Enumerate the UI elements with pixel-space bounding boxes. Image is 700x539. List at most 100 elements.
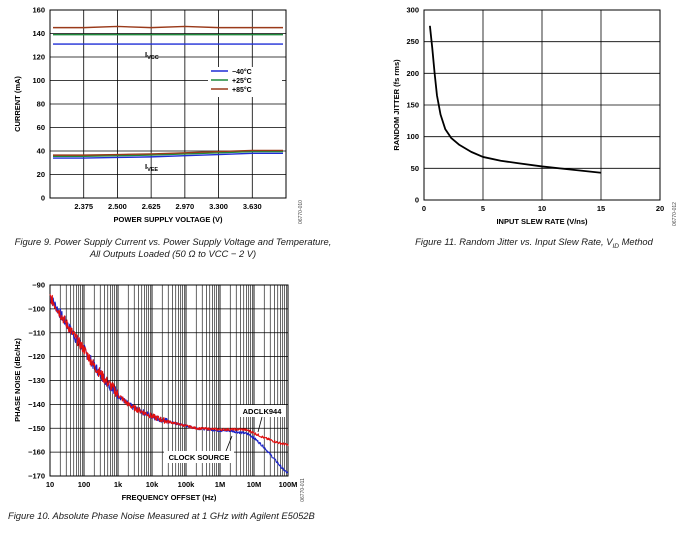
figure-11-caption-main: Figure 11. Random Jitter vs. Input Slew … xyxy=(415,236,613,247)
x-tick-label: 100 xyxy=(78,480,91,489)
x-tick-labels: 0 5 10 15 20 xyxy=(422,204,664,213)
y-tick-label: −120 xyxy=(28,352,45,361)
x-tick-labels: 2.375 2.500 2.625 2.970 3.300 3.630 xyxy=(74,202,261,211)
x-axis-label: POWER SUPPLY VOLTAGE (V) xyxy=(114,215,223,224)
series-line xyxy=(53,25,283,29)
series-line xyxy=(53,152,283,159)
y-tick-label: −170 xyxy=(28,472,45,481)
figure-code: 06770-012 xyxy=(672,202,678,226)
x-tick-label: 2.375 xyxy=(74,202,93,211)
x-tick-label: 3.630 xyxy=(243,202,262,211)
y-tick-label: 100 xyxy=(406,132,419,141)
y-tick-label: 120 xyxy=(32,53,45,62)
x-tick-label: 2.625 xyxy=(142,202,161,211)
figure-9-caption-line-2: All Outputs Loaded (50 Ω to VCC − 2 V) xyxy=(89,248,257,259)
annotation-adclk944-label: ADCLK944 xyxy=(243,407,283,416)
legend: −40°C+25°C+85°C xyxy=(208,67,282,97)
chart-random-jitter: 0 50 100 150 200 250 300 0 5 10 15 20 INPUT SLEW R… xyxy=(392,6,678,227)
legend-label: +85°C xyxy=(232,86,252,94)
y-tick-label: 50 xyxy=(411,164,419,173)
y-tick-label: 0 xyxy=(415,196,419,205)
y-tick-label: 0 xyxy=(41,194,45,203)
series-line xyxy=(53,150,283,157)
x-tick-label: 5 xyxy=(481,204,485,213)
figure-11-caption-tail: Method xyxy=(618,236,653,247)
y-tick-label: 250 xyxy=(406,37,419,46)
x-tick-label: 2.970 xyxy=(175,202,194,211)
x-tick-label: 20 xyxy=(656,204,664,213)
x-tick-label: 1M xyxy=(215,480,225,489)
figure-11-caption-sub: ID xyxy=(612,242,619,250)
x-axis-label: FREQUENCY OFFSET (Hz) xyxy=(122,493,217,502)
legend-label: +25°C xyxy=(232,77,252,85)
x-axis-label: INPUT SLEW RATE (V/ns) xyxy=(496,217,588,226)
y-tick-label: −90 xyxy=(32,281,45,290)
y-tick-label: 140 xyxy=(32,29,45,38)
annotation-adclk944: ADCLK944 xyxy=(238,405,286,433)
y-tick-label: 150 xyxy=(406,101,419,110)
figure-9-caption-line-1: Figure 9. Power Supply Current vs. Power… xyxy=(14,236,332,247)
y-axis-label: PHASE NOISE (dBc/Hz) xyxy=(13,338,22,422)
y-tick-label: −140 xyxy=(28,400,45,409)
series-group xyxy=(49,294,289,474)
y-tick-label: 160 xyxy=(32,6,45,15)
series-line xyxy=(429,25,602,174)
annotation-clock-source: CLOCK SOURCE xyxy=(164,435,234,463)
x-tick-label: 10 xyxy=(46,480,54,489)
annotation-ivcc: IVCC xyxy=(145,50,159,61)
x-tick-label: 0 xyxy=(422,204,426,213)
y-tick-label: 20 xyxy=(37,170,45,179)
y-tick-label: −150 xyxy=(28,424,45,433)
grid xyxy=(49,284,288,477)
x-tick-label: 15 xyxy=(597,204,605,213)
figure-code: 06770-011 xyxy=(300,478,306,502)
y-tick-labels: −90 −100 −110 −120 −130 −140 −150 −160 −170 xyxy=(28,281,45,481)
grid xyxy=(50,9,286,199)
series-line xyxy=(49,294,289,447)
plot-frame xyxy=(49,9,287,199)
y-tick-label: 60 xyxy=(37,123,45,132)
y-axis-label: RANDOM JITTER (fs rms) xyxy=(392,59,401,151)
figure-code: 06770-010 xyxy=(298,200,304,224)
annotation-clock-source-box xyxy=(164,451,234,463)
plot-frame xyxy=(49,284,289,477)
y-tick-label: −130 xyxy=(28,376,45,385)
x-tick-label: 100M xyxy=(279,480,298,489)
x-tick-label: 10k xyxy=(146,480,159,489)
x-tick-label: 1k xyxy=(114,480,123,489)
figure-11-caption: Figure 11. Random Jitter vs. Input Slew … xyxy=(384,236,684,253)
x-tick-label: 2.500 xyxy=(108,202,127,211)
y-tick-label: −100 xyxy=(28,304,45,313)
y-tick-labels: 0 50 100 150 200 250 300 xyxy=(406,6,419,205)
y-tick-label: 40 xyxy=(37,147,45,156)
annotation-ivee-label: IVEE xyxy=(145,162,158,173)
x-tick-label: 10M xyxy=(247,480,262,489)
series-line xyxy=(53,149,283,156)
grid xyxy=(423,9,661,201)
y-axis-label: CURRENT (mA) xyxy=(13,76,22,132)
annotation-adclk944-box xyxy=(238,405,286,417)
legend-label: −40°C xyxy=(232,68,252,76)
y-tick-label: 200 xyxy=(406,69,419,78)
legend-background xyxy=(208,67,282,97)
y-tick-label: 100 xyxy=(32,76,45,85)
series-group xyxy=(429,25,602,174)
annotation-adclk944-pointer xyxy=(257,416,263,433)
y-tick-label: −160 xyxy=(28,448,45,457)
plot-frame xyxy=(423,9,661,201)
annotation-ivee: IVEE xyxy=(145,162,158,173)
y-tick-label: 300 xyxy=(406,6,419,15)
x-tick-labels: 10 100 1k 10k 100k 1M 10M 100M xyxy=(46,480,298,489)
chart-power-supply-current: 0 20 40 60 80 100 120 140 160 2.375 2.500 2.625 2.9… xyxy=(13,6,304,225)
x-tick-label: 100k xyxy=(178,480,196,489)
annotation-clock-source-pointer xyxy=(225,435,233,452)
y-tick-label: −110 xyxy=(29,328,45,337)
series-group xyxy=(53,25,283,159)
chart-phase-noise: −90−100−110−120−130−140−150−160−170 10 10… xyxy=(13,281,306,503)
figure-9-caption: Figure 9. Power Supply Current vs. Power… xyxy=(8,236,338,260)
y-tick-labels: 0 20 40 60 80 100 120 140 160 xyxy=(32,6,45,203)
y-tick-label: 80 xyxy=(37,100,45,109)
x-tick-label: 10 xyxy=(538,204,546,213)
x-tick-label: 3.300 xyxy=(209,202,228,211)
